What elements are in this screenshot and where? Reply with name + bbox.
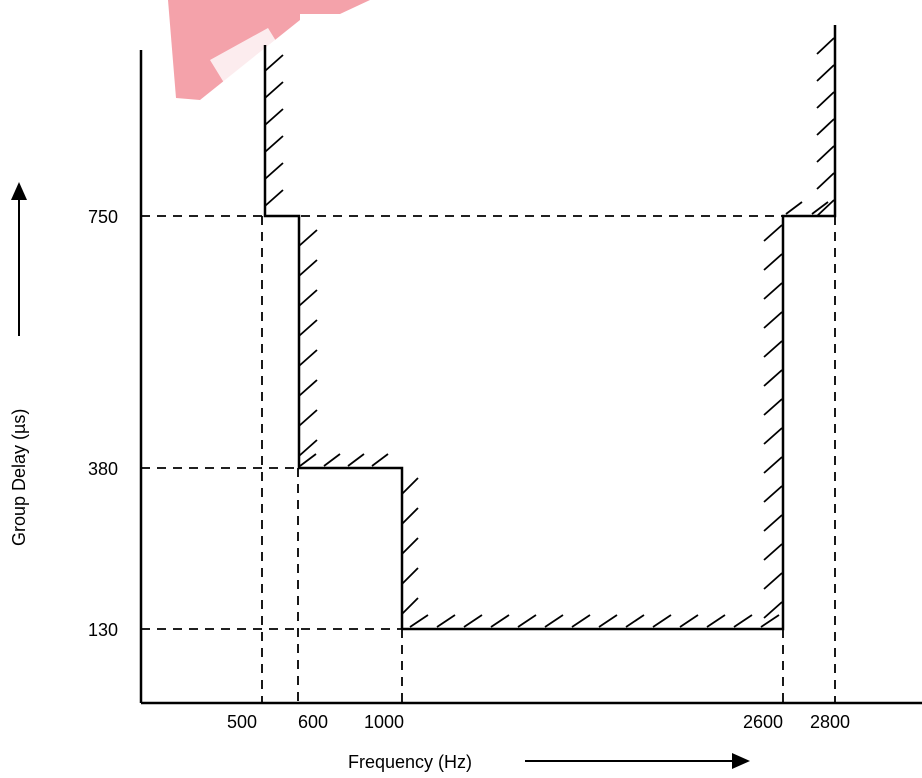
hatch-mark xyxy=(298,229,318,247)
hatch-mark xyxy=(706,614,726,628)
hatch-mark xyxy=(264,108,284,126)
hatch-mark xyxy=(763,572,783,590)
hatch-mark xyxy=(763,543,783,561)
hatch-mark xyxy=(811,201,829,215)
y-axis-arrow-icon xyxy=(11,182,27,336)
hatch-mark xyxy=(401,477,419,495)
mask-lower-right xyxy=(402,25,837,631)
hatch-mark xyxy=(763,456,783,474)
hatch-mark xyxy=(652,614,672,628)
hatch-mark xyxy=(571,614,591,628)
hatch-mark xyxy=(760,614,780,628)
hatch-mark xyxy=(264,54,284,72)
hatch-mark xyxy=(763,224,783,242)
hatch-mark xyxy=(816,91,835,109)
x-axis-label: Frequency (Hz) xyxy=(348,752,472,772)
watermark-logo xyxy=(168,0,370,100)
hatch-mark xyxy=(517,614,537,628)
hatch-mark xyxy=(544,614,564,628)
x-tick-1000: 1000 xyxy=(364,712,404,732)
hatch-mark xyxy=(347,453,365,467)
x-axis-arrow-icon xyxy=(525,753,750,769)
hatch-mark xyxy=(733,614,753,628)
hatch-mark xyxy=(298,289,318,307)
hatch-mark xyxy=(401,537,419,555)
hatch-mark xyxy=(816,118,835,136)
mask-upper-left xyxy=(263,45,404,629)
hatch-mark xyxy=(816,64,835,82)
hatch-mark xyxy=(298,259,318,277)
hatch-mark xyxy=(763,282,783,300)
hatch-mark xyxy=(763,485,783,503)
hatch-mark xyxy=(785,201,803,215)
dashed-guides xyxy=(141,215,836,703)
hatch-mark xyxy=(401,567,419,585)
hatch-mark xyxy=(401,507,419,525)
x-tick-500: 500 xyxy=(227,712,257,732)
hatch-mark xyxy=(763,514,783,532)
hatch-mark xyxy=(763,340,783,358)
hatch-mark xyxy=(299,453,317,467)
hatch-mark xyxy=(298,439,318,457)
hatch-mark xyxy=(298,349,318,367)
hatch-mark xyxy=(816,199,835,217)
hatch-mark xyxy=(298,409,318,427)
hatch-mark xyxy=(264,189,284,207)
x-tick-2600: 2600 xyxy=(743,712,783,732)
y-axis-label: Group Delay (µs) xyxy=(9,409,29,546)
hatch-mark xyxy=(436,614,456,628)
y-tick-130: 130 xyxy=(88,620,118,640)
hatch-mark xyxy=(763,398,783,416)
hatch-mark xyxy=(625,614,645,628)
hatch-mark xyxy=(816,172,835,190)
hatch-mark xyxy=(763,253,783,271)
hatch-mark xyxy=(264,81,284,99)
hatch-mark xyxy=(264,162,284,180)
hatch-mark xyxy=(816,37,835,55)
hatch-mark xyxy=(490,614,510,628)
hatch-mark xyxy=(264,135,284,153)
hatch-mark xyxy=(763,601,783,619)
y-tick-380: 380 xyxy=(88,459,118,479)
x-tick-600: 600 xyxy=(298,712,328,732)
hatch-mark xyxy=(371,453,389,467)
hatch-mark xyxy=(816,145,835,163)
hatch-mark xyxy=(763,427,783,445)
hatch-mark xyxy=(409,614,429,628)
hatch-mark xyxy=(298,379,318,397)
hatch-mark xyxy=(401,597,419,615)
hatch-mark xyxy=(598,614,618,628)
y-tick-750: 750 xyxy=(88,207,118,227)
hatch-mark xyxy=(323,453,341,467)
hatch-marks xyxy=(264,37,835,628)
hatch-mark xyxy=(463,614,483,628)
hatch-mark xyxy=(763,311,783,329)
hatch-mark xyxy=(763,369,783,387)
hatch-mark xyxy=(298,319,318,337)
x-tick-2800: 2800 xyxy=(810,712,850,732)
hatch-mark xyxy=(679,614,699,628)
